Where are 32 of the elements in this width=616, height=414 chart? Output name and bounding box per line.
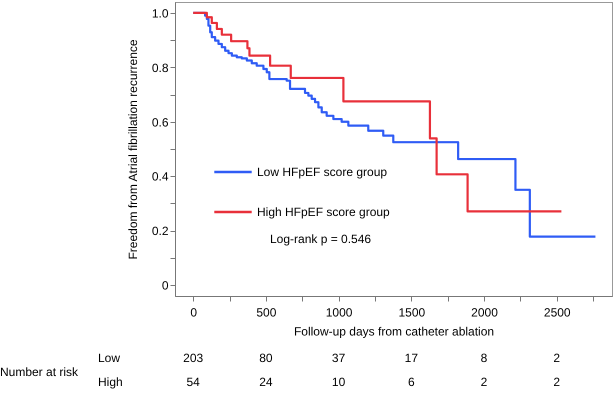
text: 8 <box>480 351 488 365</box>
y-tick-label: 0.6 <box>152 115 169 130</box>
x-tick-label: 500 <box>256 306 277 320</box>
text: 2 <box>553 375 560 389</box>
text: 6 <box>408 375 415 389</box>
text: High <box>98 375 123 389</box>
text: 24 <box>259 375 273 389</box>
y-tick-label: 1.0 <box>152 6 169 20</box>
x-tick-label: 1500 <box>398 306 426 320</box>
y-axis-title: Freedom from Atrial fibrillation recurrence <box>126 39 140 260</box>
text: 2 <box>480 375 488 389</box>
text: 2 <box>553 351 560 365</box>
text: 10 <box>332 375 346 389</box>
text: 54 <box>186 375 200 389</box>
x-tick-label: 2500 <box>544 306 571 320</box>
y-tick-label: 0 <box>162 278 169 293</box>
y-tick-label: 0.8 <box>152 60 169 75</box>
text: 37 <box>332 351 346 365</box>
x-tick-label: 0 <box>190 306 198 320</box>
text: 203 <box>183 351 204 365</box>
annotation: Log-rank p = 0.546 <box>270 232 372 246</box>
x-tick-label: 1000 <box>326 306 353 320</box>
text: 17 <box>404 351 418 365</box>
text: 80 <box>259 351 273 365</box>
text: Number at risk <box>0 365 80 379</box>
y-tick-label: 0.4 <box>152 170 169 184</box>
y-tick-label: 0.2 <box>152 224 169 238</box>
legend-label: Low HFpEF score group <box>257 165 388 179</box>
legend-label: High HFpEF score group <box>257 205 390 219</box>
x-tick-label: 2000 <box>471 306 498 320</box>
x-axis-title: Follow-up days from catheter ablation <box>294 324 494 338</box>
text: Low <box>98 351 120 365</box>
